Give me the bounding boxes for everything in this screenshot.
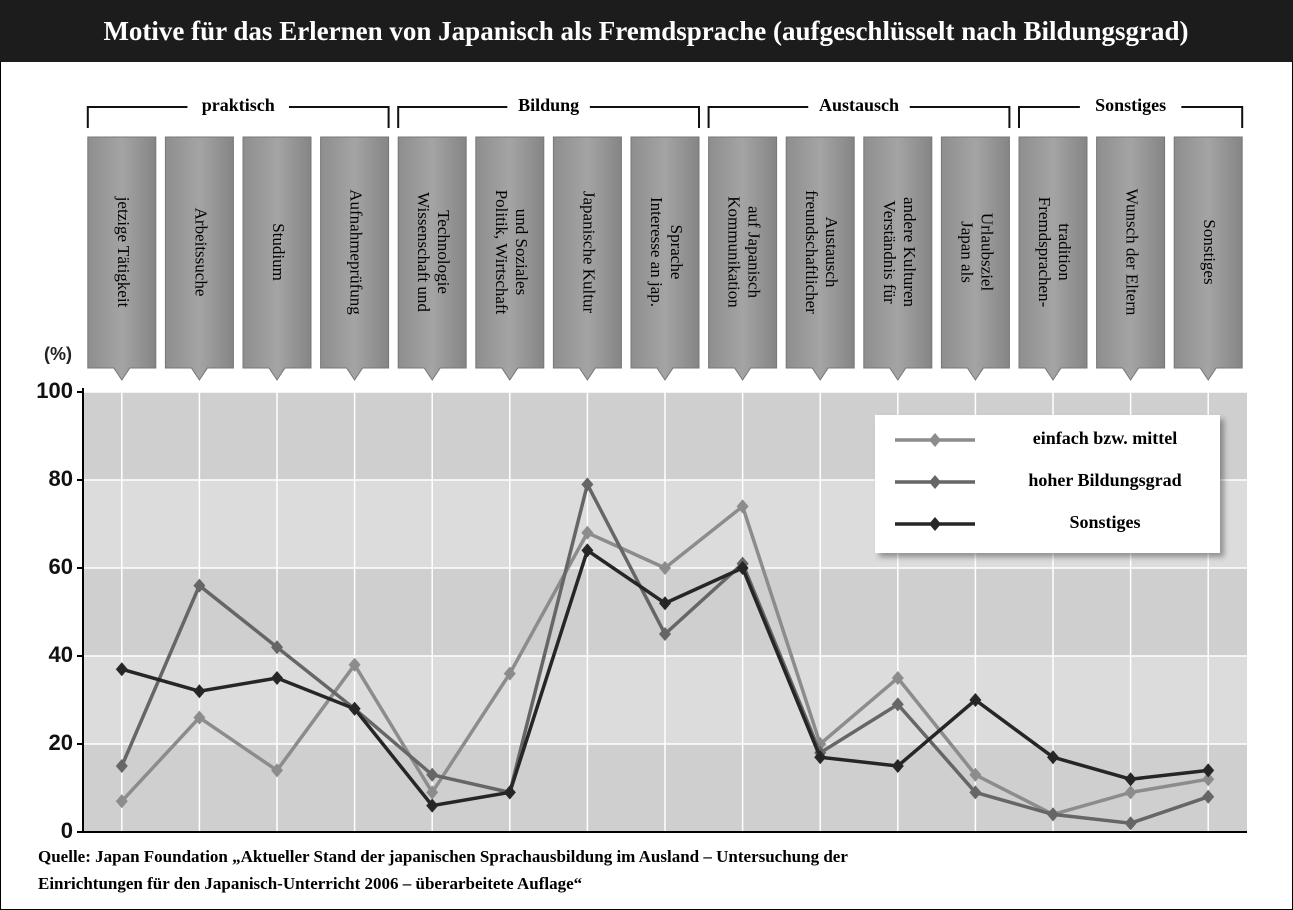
marker bbox=[659, 596, 671, 611]
y-tick-label: 80 bbox=[49, 466, 73, 491]
marker bbox=[969, 767, 982, 782]
category-label: Interesse an jap.Sprache bbox=[647, 197, 686, 307]
marker bbox=[581, 543, 594, 558]
category-label: Arbeitssuche bbox=[191, 208, 210, 297]
category-box bbox=[630, 136, 700, 381]
category-label: Wissenschaft undTechnologie bbox=[414, 192, 453, 312]
category-box bbox=[940, 136, 1010, 381]
y-tick-label: 0 bbox=[61, 818, 73, 843]
marker bbox=[503, 785, 516, 800]
category-box bbox=[475, 136, 545, 381]
category-label: Kommunikationauf Japanisch bbox=[725, 196, 764, 308]
marker bbox=[1124, 816, 1137, 831]
y-tick-label: 20 bbox=[49, 730, 73, 755]
category-box bbox=[242, 136, 312, 381]
legend-label: Sonstiges bbox=[1069, 512, 1140, 532]
marker bbox=[271, 763, 283, 778]
marker bbox=[426, 785, 439, 800]
source: Quelle: Japan Foundation „Aktueller Stan… bbox=[38, 847, 848, 866]
marker bbox=[1047, 807, 1059, 822]
category-box bbox=[1096, 136, 1166, 381]
group-label-bg bbox=[1079, 95, 1182, 119]
marker bbox=[736, 561, 749, 575]
group-label: praktisch bbox=[202, 95, 275, 115]
marker bbox=[115, 794, 128, 809]
category-label: jetzige Tätigkeit bbox=[114, 196, 133, 308]
marker bbox=[581, 525, 594, 540]
marker bbox=[969, 693, 982, 707]
category-label: Japanische Kultur bbox=[579, 191, 598, 314]
legend-marker bbox=[929, 517, 941, 531]
marker bbox=[115, 759, 128, 773]
group-label: Austausch bbox=[819, 95, 899, 115]
marker bbox=[659, 561, 671, 575]
group-label: Bildung bbox=[518, 95, 579, 115]
marker bbox=[348, 657, 361, 672]
chart-title: Motive für das Erlernen von Japanisch al… bbox=[103, 16, 1188, 46]
marker bbox=[1202, 763, 1215, 778]
legend-marker bbox=[929, 475, 941, 489]
category-box bbox=[863, 136, 933, 381]
category-box bbox=[397, 136, 467, 381]
marker bbox=[659, 627, 671, 641]
category-label: Studium bbox=[269, 223, 288, 281]
category-label: freundschaftlicherAustausch bbox=[802, 190, 841, 314]
category-box bbox=[785, 136, 855, 381]
marker bbox=[891, 671, 904, 685]
marker bbox=[891, 759, 904, 773]
marker bbox=[426, 798, 439, 813]
marker bbox=[1047, 750, 1059, 765]
marker bbox=[1202, 772, 1215, 787]
group-label-bg bbox=[507, 95, 590, 119]
category-label: Fremdsprachen-tradition bbox=[1035, 197, 1074, 308]
marker bbox=[115, 662, 128, 677]
group-label-bg bbox=[808, 95, 910, 119]
source: Einrichtungen für den Japanisch-Unterric… bbox=[38, 874, 582, 893]
marker bbox=[891, 697, 904, 712]
marker bbox=[581, 477, 594, 492]
marker bbox=[426, 767, 439, 782]
category-box bbox=[87, 136, 157, 381]
marker bbox=[1124, 785, 1137, 800]
marker bbox=[736, 499, 749, 514]
category-box bbox=[552, 136, 622, 381]
marker bbox=[193, 684, 206, 699]
marker bbox=[814, 750, 827, 765]
marker bbox=[969, 785, 982, 800]
category-box bbox=[708, 136, 778, 381]
marker bbox=[271, 640, 283, 655]
title-bar bbox=[0, 0, 1293, 62]
group-label-bg bbox=[187, 95, 289, 119]
legend-marker bbox=[929, 433, 941, 447]
legend-label: hoher Bildungsgrad bbox=[1028, 470, 1181, 490]
category-box bbox=[320, 136, 390, 381]
category-label: Wunsch der Eltern bbox=[1123, 189, 1142, 316]
legend-label: einfach bzw. mittel bbox=[1033, 428, 1177, 448]
category-box bbox=[1173, 136, 1243, 381]
category-label: Sonstiges bbox=[1200, 219, 1219, 284]
category-box bbox=[1018, 136, 1088, 381]
marker bbox=[1202, 789, 1215, 804]
category-label: Verständnis fürandere Kulturen bbox=[880, 197, 919, 307]
marker bbox=[503, 666, 516, 681]
y-tick-label: 60 bbox=[49, 554, 73, 579]
marker bbox=[193, 710, 206, 725]
marker bbox=[1124, 772, 1137, 787]
marker bbox=[193, 578, 206, 593]
marker bbox=[271, 671, 283, 685]
category-label: Japan alsUrlaubsziel bbox=[957, 213, 996, 292]
category-box bbox=[164, 136, 234, 381]
y-tick-label: 100 bbox=[36, 378, 73, 403]
category-label: Aufnahmeprüfung bbox=[347, 189, 366, 315]
group-label: Sonstiges bbox=[1095, 95, 1166, 115]
marker bbox=[348, 701, 361, 716]
y-unit: (%) bbox=[44, 344, 72, 364]
category-label: Politik, Wirtschaftund Soziales bbox=[492, 190, 531, 315]
y-tick-label: 40 bbox=[49, 642, 73, 667]
